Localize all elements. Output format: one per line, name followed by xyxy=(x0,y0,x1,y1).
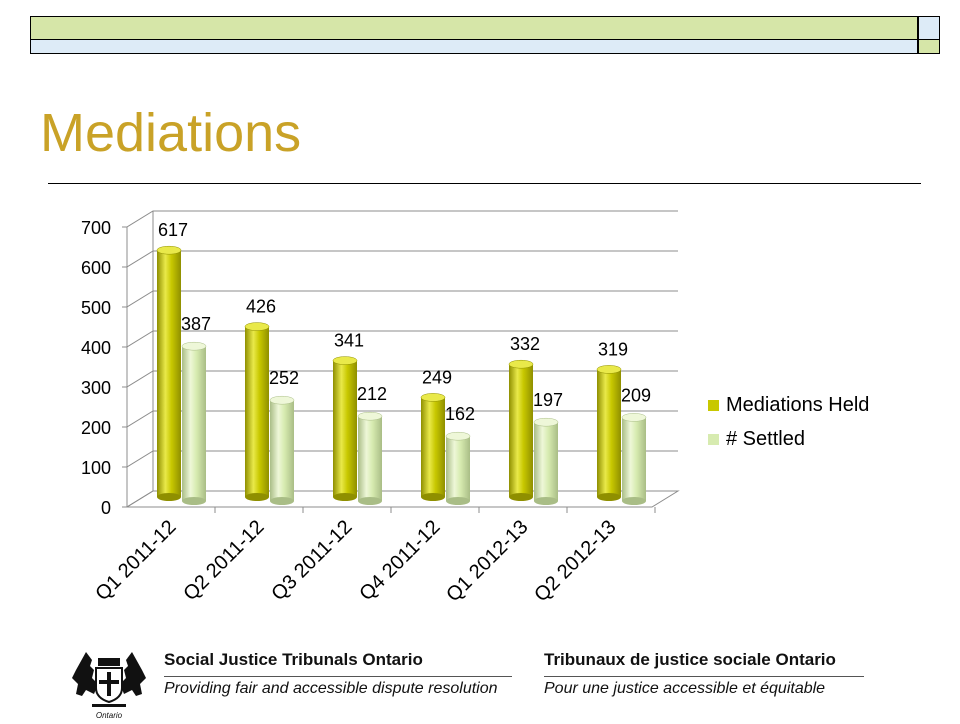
bar-base xyxy=(509,493,533,501)
x-tick-label: Q1 2012-13 xyxy=(442,516,532,606)
x-tick-label: Q4 2011-12 xyxy=(355,516,444,605)
bar-base xyxy=(534,497,558,505)
bar-held xyxy=(421,397,445,497)
bar-top xyxy=(244,322,270,331)
gridline xyxy=(126,370,678,388)
y-tick-label: 700 xyxy=(81,218,111,238)
y-tick-label: 100 xyxy=(81,458,111,478)
org-rule-fr xyxy=(544,676,864,677)
y-tick-label: 400 xyxy=(81,338,111,358)
x-tick-label: Q2 2011-12 xyxy=(179,516,268,605)
org-tagline-fr: Pour une justice accessible et équitable xyxy=(544,680,826,697)
legend-label-settled: # Settled xyxy=(726,427,805,450)
data-label-held: 617 xyxy=(158,220,188,240)
bar-base xyxy=(597,493,621,501)
data-label-settled: 387 xyxy=(181,314,211,334)
bar-held xyxy=(157,250,181,497)
bar-top xyxy=(357,411,383,421)
bar-settled xyxy=(446,436,470,501)
top-bar-strip xyxy=(30,39,918,54)
bar-base xyxy=(421,493,445,501)
bar-top xyxy=(420,393,446,402)
bar-top xyxy=(181,341,207,351)
data-label-held: 332 xyxy=(510,334,540,354)
page-title: Mediations xyxy=(40,103,302,163)
data-label-held: 319 xyxy=(598,339,628,359)
mediations-bar-chart: 0 100 200 300 400 500 600 700 617 387 Q1 2011-12 42… xyxy=(81,210,680,606)
bar-base xyxy=(333,493,357,501)
data-label-held: 341 xyxy=(334,331,364,351)
y-tick-label: 200 xyxy=(81,418,111,438)
data-label-settled: 209 xyxy=(621,385,651,405)
tagline-block-en: Providing fair and accessible dispute re… xyxy=(164,680,498,698)
y-tick-label: 500 xyxy=(81,298,111,318)
bar-top xyxy=(332,356,358,365)
data-label-settled: 162 xyxy=(445,404,475,424)
gridline xyxy=(126,410,678,428)
bar-base xyxy=(245,493,269,501)
org-block-fr: Tribunaux de justice sociale Ontario xyxy=(544,650,836,670)
bar-held xyxy=(333,360,357,497)
bar-base xyxy=(182,497,206,505)
y-tick-label: 300 xyxy=(81,378,111,398)
x-tick-label: Q2 2012-13 xyxy=(530,516,620,606)
bar-held xyxy=(245,326,269,497)
bar-settled xyxy=(358,416,382,501)
gridline xyxy=(126,490,678,508)
data-label-settled: 197 xyxy=(533,390,563,410)
bar-settled xyxy=(182,346,206,501)
gridline xyxy=(126,290,678,308)
top-decorative-bar xyxy=(30,16,940,54)
org-name-en: Social Justice Tribunals Ontario xyxy=(164,650,423,669)
gridline xyxy=(126,330,678,348)
bar-top xyxy=(156,245,182,255)
bar-top xyxy=(596,365,622,374)
bar-base xyxy=(270,497,294,505)
bar-held xyxy=(597,369,621,497)
bar-top xyxy=(269,395,295,405)
org-block-en: Social Justice Tribunals Ontario xyxy=(164,650,423,670)
bar-base xyxy=(358,497,382,505)
y-tick-label: 600 xyxy=(81,258,111,278)
org-rule-en xyxy=(164,676,512,677)
legend-item-settled: # Settled xyxy=(708,422,869,456)
x-tick-label: Q3 2011-12 xyxy=(267,516,356,605)
bar-top xyxy=(445,431,471,441)
bar-top xyxy=(621,413,647,422)
logo-text: Ontario xyxy=(96,711,123,720)
legend-label-held: Mediations Held xyxy=(726,393,870,416)
y-tick-label: 0 xyxy=(101,498,111,518)
chart-legend: Mediations Held # Settled xyxy=(708,388,869,456)
bar-base xyxy=(157,493,181,501)
bar-held xyxy=(509,364,533,497)
org-name-fr: Tribunaux de justice sociale Ontario xyxy=(544,650,836,669)
x-tick-label: Q1 2011-12 xyxy=(91,516,180,605)
bar-top xyxy=(508,359,534,369)
ontario-crest-logo: Ontario xyxy=(72,652,146,720)
bar-base xyxy=(446,497,470,505)
data-label-settled: 252 xyxy=(269,368,299,388)
data-label-settled: 212 xyxy=(357,384,387,404)
gridline xyxy=(126,210,678,228)
legend-item-held: Mediations Held xyxy=(708,388,869,422)
bar-top xyxy=(533,417,559,427)
tagline-block-fr: Pour une justice accessible et équitable xyxy=(544,680,825,698)
bar-settled xyxy=(270,400,294,501)
bar-base xyxy=(622,497,646,505)
title-divider xyxy=(48,183,921,184)
footer: Ontario Social Justice Tribunals Ontario… xyxy=(0,640,960,720)
data-label-held: 249 xyxy=(422,367,452,387)
bar-settled xyxy=(534,422,558,501)
bar-settled xyxy=(622,417,646,501)
legend-swatch-held xyxy=(708,399,719,411)
gridline xyxy=(126,250,678,268)
top-bar-strip-corner xyxy=(918,39,940,54)
org-tagline-en: Providing fair and accessible dispute re… xyxy=(164,680,498,697)
gridline xyxy=(126,450,678,468)
data-label-held: 426 xyxy=(246,297,276,317)
legend-swatch-settled xyxy=(708,433,719,445)
chart-floor xyxy=(125,490,680,508)
